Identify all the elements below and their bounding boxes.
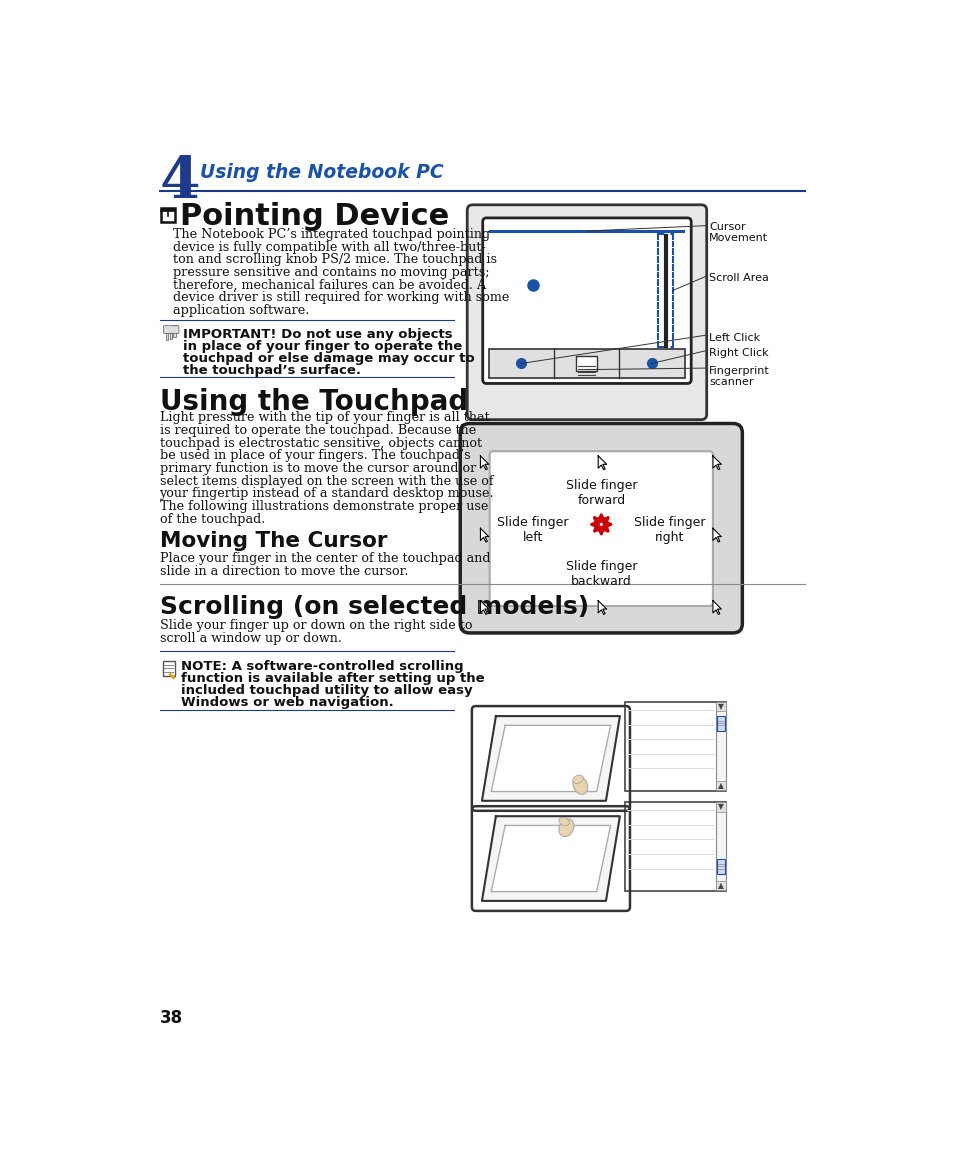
Text: the touchpad’s surface.: the touchpad’s surface. (183, 364, 360, 377)
Text: Scroll Area: Scroll Area (708, 274, 768, 283)
Bar (173, 325, 175, 337)
Text: Moving The Cursor: Moving The Cursor (159, 531, 387, 551)
Bar (624, 803, 725, 891)
Text: select items displayed on the screen with the use of: select items displayed on the screen wit… (159, 475, 493, 487)
Text: application software.: application software. (173, 304, 310, 318)
Bar (170, 328, 172, 338)
Text: The following illustrations demonstrate proper use: The following illustrations demonstrate … (159, 500, 487, 513)
Text: The Notebook PC’s integrated touchpad pointing: The Notebook PC’s integrated touchpad po… (173, 228, 490, 241)
Text: be used in place of your fingers. The touchpad’s: be used in place of your fingers. The to… (159, 449, 470, 462)
Text: Slide your finger up or down on the right side to: Slide your finger up or down on the righ… (159, 619, 472, 632)
Ellipse shape (573, 776, 587, 795)
Polygon shape (712, 601, 720, 614)
FancyBboxPatch shape (467, 204, 706, 419)
Text: Light pressure with the tip of your finger is all that: Light pressure with the tip of your fing… (159, 411, 489, 424)
Bar (624, 702, 725, 791)
Text: Windows or web navigation.: Windows or web navigation. (181, 695, 394, 709)
Text: Pointing Device: Pointing Device (179, 202, 449, 231)
Text: Scroll Up: Scroll Up (508, 748, 563, 761)
FancyBboxPatch shape (163, 326, 179, 334)
Text: included touchpad utility to allow easy: included touchpad utility to allow easy (181, 684, 473, 696)
Bar (716, 859, 724, 874)
Text: ▲: ▲ (717, 881, 722, 891)
Text: device is fully compatible with all two/three-but-: device is fully compatible with all two/… (173, 240, 486, 254)
Bar (716, 781, 725, 790)
Text: 4: 4 (159, 154, 200, 210)
Text: function is available after setting up the: function is available after setting up t… (181, 672, 484, 685)
Polygon shape (480, 456, 488, 470)
Polygon shape (598, 601, 606, 614)
Text: Slide finger
backward: Slide finger backward (565, 559, 637, 588)
Polygon shape (598, 456, 606, 470)
Bar (716, 881, 725, 891)
Polygon shape (481, 716, 619, 800)
Text: Slide finger
forward: Slide finger forward (565, 479, 637, 507)
Text: ▲: ▲ (717, 781, 722, 790)
Polygon shape (491, 826, 610, 892)
Polygon shape (480, 528, 488, 542)
Bar (575, 356, 597, 371)
Bar (716, 702, 725, 711)
Bar (162, 661, 174, 676)
Ellipse shape (558, 819, 574, 836)
Text: Scroll Down: Scroll Down (498, 848, 573, 862)
Text: ton and scrolling knob PS/2 mice. The touchpad is: ton and scrolling knob PS/2 mice. The to… (173, 253, 497, 267)
Bar (716, 716, 724, 731)
Text: slide in a direction to move the cursor.: slide in a direction to move the cursor. (159, 565, 408, 578)
Text: Slide finger
left: Slide finger left (497, 516, 568, 544)
Bar (166, 331, 168, 341)
Polygon shape (481, 817, 619, 901)
Text: touchpad is electrostatic sensitive, objects cannot: touchpad is electrostatic sensitive, obj… (159, 437, 481, 449)
Text: Left Click: Left Click (708, 333, 760, 343)
Bar (161, 208, 174, 222)
Bar (162, 208, 174, 211)
Polygon shape (491, 725, 610, 791)
Text: of the touchpad.: of the touchpad. (159, 513, 265, 526)
Text: NOTE: A software-controlled scrolling: NOTE: A software-controlled scrolling (181, 660, 463, 673)
Text: ▼: ▼ (717, 702, 722, 711)
Text: scroll a window up or down.: scroll a window up or down. (159, 632, 341, 644)
Text: is required to operate the touchpad. Because the: is required to operate the touchpad. Bec… (159, 424, 476, 437)
Text: your fingertip instead of a standard desktop mouse.: your fingertip instead of a standard des… (159, 487, 494, 500)
FancyBboxPatch shape (459, 424, 741, 633)
FancyBboxPatch shape (489, 452, 712, 606)
Text: therefore, mechanical failures can be avoided. A: therefore, mechanical failures can be av… (173, 278, 486, 292)
Ellipse shape (558, 818, 569, 826)
Text: Using the Notebook PC: Using the Notebook PC (199, 163, 443, 182)
Bar (488, 349, 684, 378)
Text: touchpad or else damage may occur to: touchpad or else damage may occur to (183, 352, 474, 365)
Text: IMPORTANT! Do not use any objects: IMPORTANT! Do not use any objects (183, 328, 452, 341)
Polygon shape (480, 601, 488, 614)
Text: pressure sensitive and contains no moving parts;: pressure sensitive and contains no movin… (173, 266, 490, 280)
Text: in place of your finger to operate the: in place of your finger to operate the (183, 340, 461, 353)
Text: primary function is to move the cursor around or: primary function is to move the cursor a… (159, 462, 476, 475)
Text: 38: 38 (159, 1008, 182, 1027)
Text: Using the Touchpad: Using the Touchpad (159, 388, 467, 416)
Bar (716, 703, 725, 790)
Text: Fingerprint
scanner: Fingerprint scanner (708, 366, 769, 387)
Bar (716, 803, 725, 812)
Text: Slide finger
right: Slide finger right (633, 516, 704, 544)
Text: Cursor
Movement: Cursor Movement (708, 222, 767, 244)
Ellipse shape (572, 775, 582, 783)
FancyBboxPatch shape (482, 218, 691, 383)
Polygon shape (712, 456, 720, 470)
Text: Place your finger in the center of the touchpad and: Place your finger in the center of the t… (159, 552, 490, 565)
Text: device driver is still required for working with some: device driver is still required for work… (173, 291, 509, 305)
Text: ▼: ▼ (717, 803, 722, 812)
Text: Right Click: Right Click (708, 348, 768, 358)
Polygon shape (712, 528, 720, 542)
Text: Scrolling (on selected models): Scrolling (on selected models) (159, 595, 588, 619)
Bar (716, 803, 725, 891)
